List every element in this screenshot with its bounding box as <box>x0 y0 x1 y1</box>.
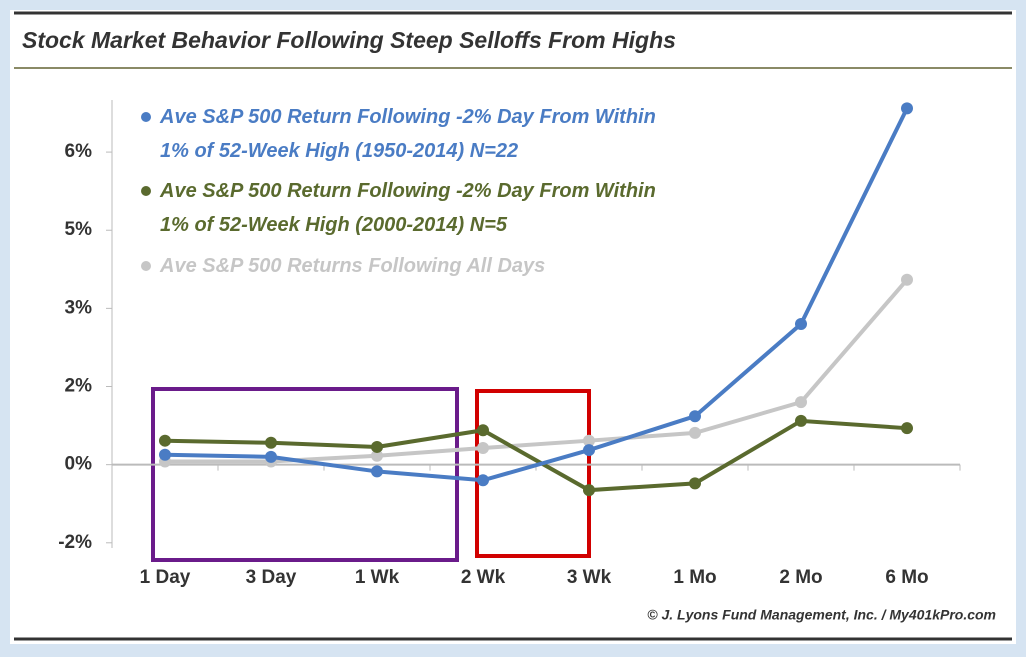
series-marker <box>795 414 807 427</box>
x-tick-label: 3 Wk <box>567 567 612 588</box>
series-marker <box>901 273 913 286</box>
series-marker <box>477 474 489 487</box>
series-marker <box>265 436 277 449</box>
series-marker <box>901 102 913 115</box>
legend-marker <box>141 261 151 271</box>
legend-marker <box>141 112 151 122</box>
series-marker <box>265 450 277 463</box>
highlight-box <box>151 387 459 562</box>
panel <box>10 10 1016 644</box>
series-line <box>164 418 908 493</box>
series-marker <box>795 318 807 330</box>
series-marker <box>477 424 489 437</box>
y-tick-label: 5% <box>65 219 93 240</box>
x-tick-label: 1 Wk <box>355 567 400 588</box>
series-marker <box>159 448 171 461</box>
series-marker <box>689 410 701 423</box>
series-marker <box>795 396 807 409</box>
y-tick-label: -2% <box>58 532 92 553</box>
series-marker <box>371 440 383 453</box>
series-marker <box>901 422 913 435</box>
series-marker <box>583 484 595 497</box>
series-marker <box>583 434 595 447</box>
legend-marker <box>141 186 151 196</box>
series-marker <box>371 465 383 478</box>
x-tick-label: 1 Mo <box>673 567 716 588</box>
y-tick-label: 2% <box>65 376 93 397</box>
series-marker <box>583 444 595 457</box>
source: © J. Lyons Fund Management, Inc. / My401… <box>647 607 996 623</box>
legend-label: Ave S&P 500 Returns Following All Days <box>160 255 546 277</box>
x-tick-label: 1 Day <box>140 567 191 588</box>
series-marker <box>689 426 701 439</box>
y-tick-label: 6% <box>65 141 93 162</box>
series-marker <box>477 441 489 454</box>
series-marker <box>159 434 171 447</box>
highlight-box <box>475 389 591 558</box>
series-marker <box>371 449 383 462</box>
chart-title: Stock Market Behavior Following Steep Se… <box>22 27 676 53</box>
series-marker <box>689 477 701 490</box>
y-tick-label: 0% <box>65 454 93 475</box>
series-line <box>164 107 909 483</box>
x-tick-label: 2 Mo <box>779 567 822 588</box>
x-tick-label: 2 Wk <box>461 567 506 588</box>
legend-label: Ave S&P 500 Return Following -2% Day Fro… <box>160 180 656 236</box>
y-tick-label: 3% <box>65 297 93 318</box>
x-tick-label: 6 Mo <box>885 567 928 588</box>
legend-label: Ave S&P 500 Return Following -2% Day Fro… <box>160 106 656 162</box>
x-tick-label: 3 Day <box>246 567 297 588</box>
